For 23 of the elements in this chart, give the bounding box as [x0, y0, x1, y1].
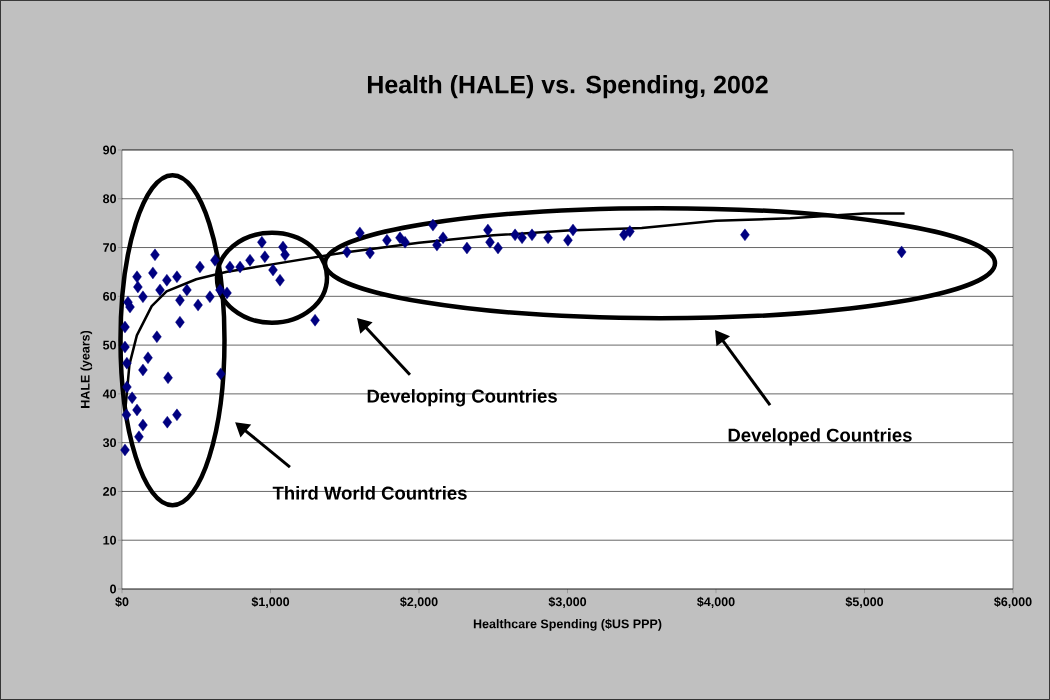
y-tick-label: 40: [102, 389, 117, 399]
x-tick-label: $6,000: [994, 596, 1032, 608]
x-tick-label: $0: [115, 596, 129, 607]
x-tick-label: $5,000: [845, 596, 884, 608]
annotation: Developing Countries: [367, 389, 557, 407]
y-tick-label: 50: [103, 340, 117, 350]
x-tick-label: $4,000: [697, 596, 735, 608]
y-tick-label: 90: [103, 145, 117, 155]
y-tick-label: 60: [103, 291, 117, 301]
x-tick-label: $3,000: [548, 596, 587, 608]
x-tick-label: $1,000: [251, 596, 290, 608]
annotation: Developed Countries: [728, 428, 912, 446]
y-tick-label: 0: [110, 584, 117, 594]
y-axis-title: HALE (years): [80, 330, 93, 408]
y-tick-label: 70: [103, 243, 117, 252]
y-tick-label: 80: [103, 194, 117, 204]
x-tick-label: $2,000: [400, 596, 438, 608]
chart-title: Health (HALE) vs. Spending, 2002: [367, 75, 768, 99]
annotation: Third World Countries: [272, 486, 467, 500]
x-axis-title: Healthcare Spending ($US PPP): [473, 618, 662, 631]
y-tick-label: 10: [103, 535, 117, 545]
y-tick-label: 30: [102, 438, 117, 448]
y-tick-label: 20: [103, 487, 117, 496]
